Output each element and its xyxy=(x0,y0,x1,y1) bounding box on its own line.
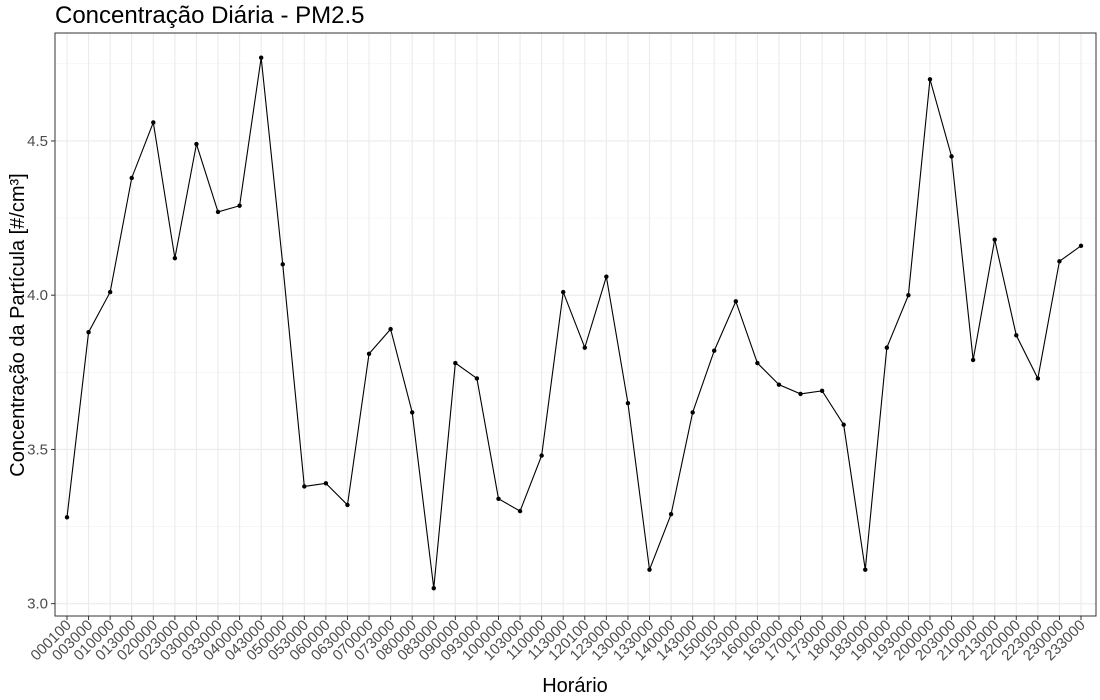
data-point xyxy=(906,292,911,298)
data-point xyxy=(1078,243,1084,249)
data-point xyxy=(884,345,890,350)
data-point xyxy=(776,382,782,387)
data-point xyxy=(64,515,70,520)
data-point xyxy=(302,484,307,489)
y-tick-label: 3.0 xyxy=(27,596,48,613)
data-point xyxy=(927,77,933,82)
data-point xyxy=(712,348,717,353)
data-point xyxy=(798,391,803,397)
data-point xyxy=(86,330,91,335)
data-point xyxy=(625,400,631,406)
data-point xyxy=(1057,259,1062,264)
data-point xyxy=(841,422,846,427)
y-axis: 3.0 3.5 4.0 4.5 xyxy=(27,133,55,613)
data-point xyxy=(863,567,868,572)
data-point xyxy=(733,299,739,304)
data-point xyxy=(690,410,695,415)
data-point xyxy=(517,508,523,514)
data-point xyxy=(1014,333,1019,338)
data-point xyxy=(194,141,199,147)
data-point xyxy=(323,481,329,486)
x-axis: 0001000030000100000130000200000230000300… xyxy=(27,616,1089,664)
data-point xyxy=(474,376,480,381)
data-point xyxy=(366,351,372,357)
data-point xyxy=(388,326,393,332)
data-point xyxy=(819,388,825,394)
data-point xyxy=(151,120,156,125)
y-tick-label: 3.5 xyxy=(27,441,48,458)
data-point xyxy=(129,175,134,181)
data-point xyxy=(604,274,609,279)
data-point xyxy=(496,496,501,501)
data-point xyxy=(539,453,544,458)
plot-panel-border xyxy=(54,32,1097,617)
data-point xyxy=(237,203,242,208)
data-point xyxy=(582,345,587,350)
chart-title: Concentração Diária - PM2.5 xyxy=(55,2,365,29)
data-point xyxy=(215,209,221,215)
data-point xyxy=(431,586,436,591)
data-point xyxy=(280,262,285,267)
data-point xyxy=(172,255,178,261)
data-point xyxy=(992,237,997,242)
data-point xyxy=(668,512,674,517)
y-tick-label: 4.0 xyxy=(27,287,48,304)
data-point xyxy=(107,289,113,295)
x-axis-title: Horário xyxy=(542,675,608,697)
y-tick-label: 4.5 xyxy=(27,133,48,150)
data-series xyxy=(64,55,1084,591)
data-point xyxy=(970,357,976,363)
data-point xyxy=(453,360,458,366)
grid-lines xyxy=(55,33,1096,616)
data-point xyxy=(949,154,954,159)
data-point xyxy=(345,502,350,508)
series-line xyxy=(66,57,1082,589)
data-point xyxy=(258,55,264,60)
data-point xyxy=(755,360,760,366)
y-axis-title: Concentração da Partícula [#/cm³] xyxy=(7,173,29,476)
data-point xyxy=(647,567,652,572)
data-point xyxy=(1035,376,1041,381)
data-point xyxy=(409,410,415,415)
data-point xyxy=(561,289,566,295)
